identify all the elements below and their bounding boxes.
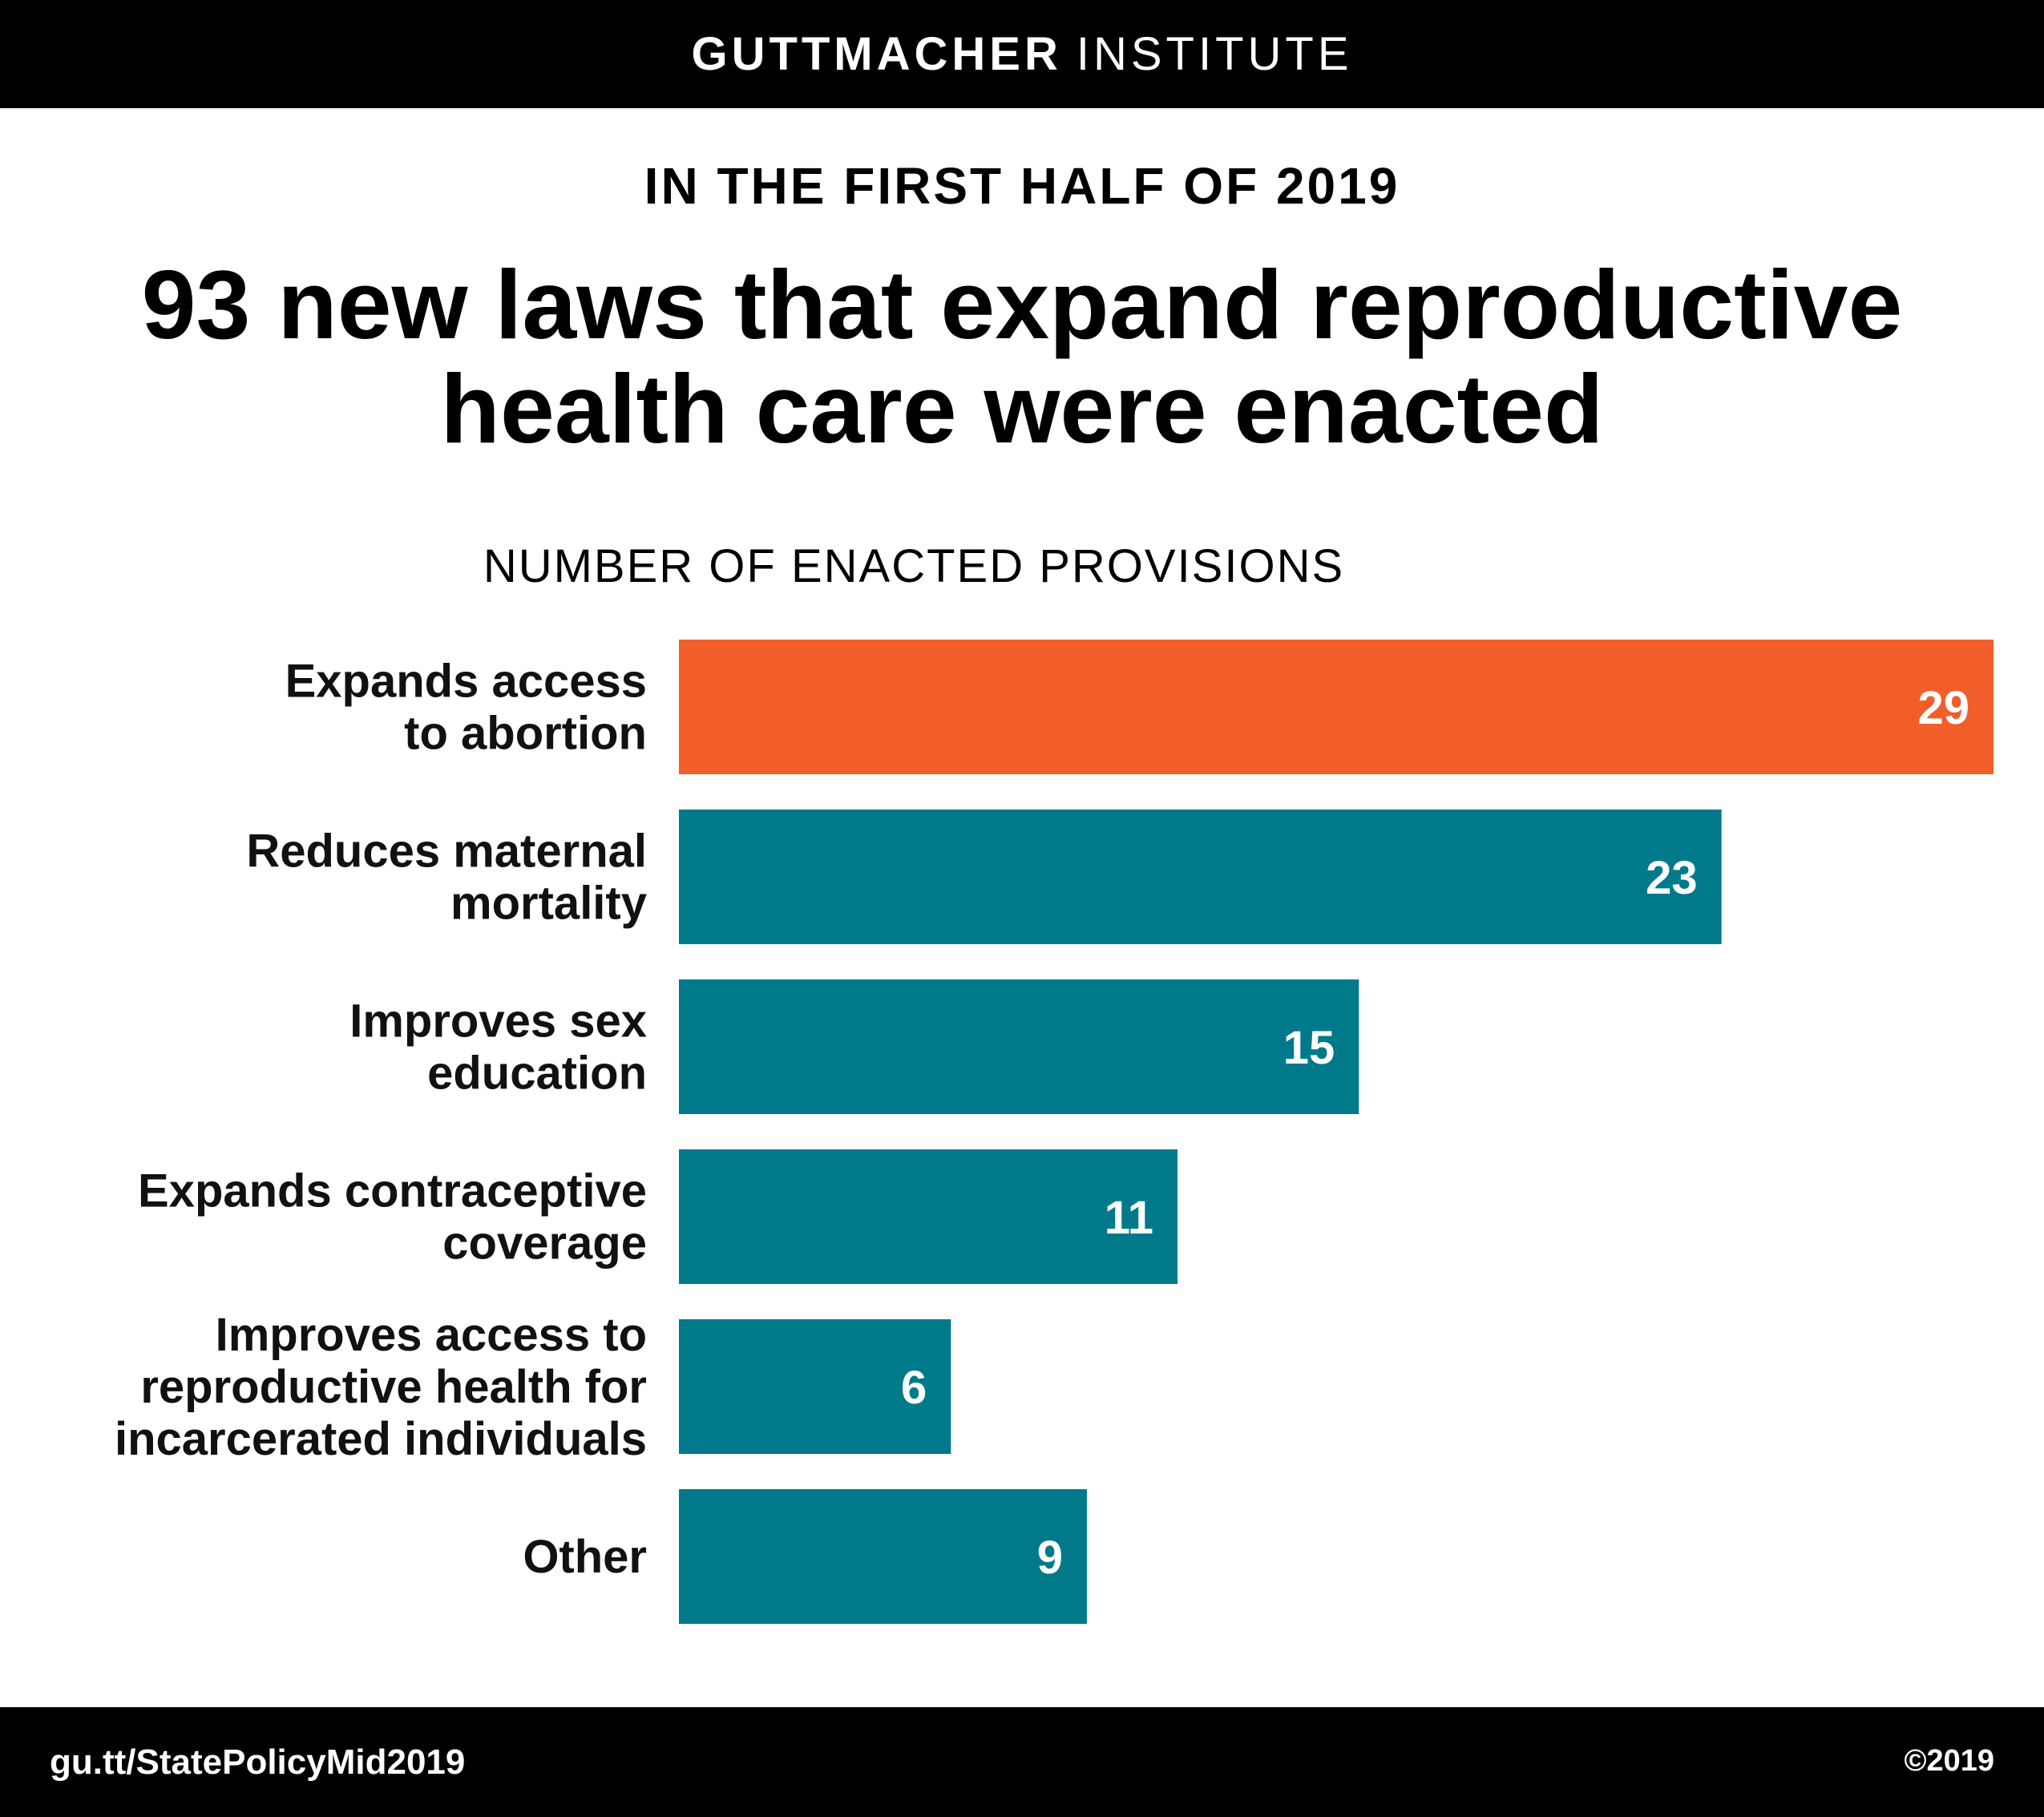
bar-value-label-4: 11 xyxy=(1105,1192,1153,1244)
category-label-3-line-2: education xyxy=(427,1048,647,1100)
headline-line-1: 93 new laws that expand reproductive xyxy=(141,250,1903,359)
category-label-4-line-1: Expands contraceptive xyxy=(138,1165,647,1217)
bar-value-label-6: 9 xyxy=(1037,1532,1063,1584)
category-label-4-line-2: coverage xyxy=(442,1217,647,1270)
bar-6 xyxy=(679,1489,1087,1624)
chart-title: NUMBER OF ENACTED PROVISIONS xyxy=(0,539,1924,593)
brand-header: GUTTMACHER INSTITUTE xyxy=(0,0,2044,108)
bar-2 xyxy=(679,810,1722,944)
headline: 93 new laws that expand reproductive hea… xyxy=(32,252,2012,461)
bar-3 xyxy=(679,979,1359,1114)
bar-value-label-3: 15 xyxy=(1283,1022,1335,1074)
category-label-2-line-2: mortality xyxy=(450,878,647,930)
category-label-2-line-1: Reduces maternal xyxy=(246,826,647,878)
category-label-6-line-1: Other xyxy=(523,1531,647,1583)
category-label-3-line-1: Improves sex xyxy=(349,995,647,1048)
bar-value-label-2: 23 xyxy=(1646,852,1698,904)
bar-5 xyxy=(679,1319,951,1454)
bar-value-label-1: 29 xyxy=(1917,682,1969,734)
chart-title-text: NUMBER OF ENACTED PROVISIONS xyxy=(483,540,1345,592)
bar-value-label-5: 6 xyxy=(901,1362,927,1414)
category-label-1-line-2: to abortion xyxy=(404,708,647,760)
category-label-1-line-1: Expands access xyxy=(285,656,647,708)
brand-name-bold: GUTTMACHER xyxy=(691,28,1062,80)
brand-name-light: INSTITUTE xyxy=(1076,28,1353,80)
headline-line-2: health care were enacted xyxy=(440,354,1604,463)
category-label-5-line-1: Improves access to xyxy=(216,1309,647,1361)
category-label-5-line-2: reproductive health for xyxy=(140,1361,647,1413)
footer-url[interactable]: gu.tt/StatePolicyMid2019 xyxy=(50,1742,466,1782)
footer-copyright: ©2019 xyxy=(1904,1744,1994,1778)
bar-1 xyxy=(679,640,1994,774)
category-label-5-line-3: incarcerated individuals xyxy=(115,1413,647,1465)
kicker-text: IN THE FIRST HALF OF 2019 xyxy=(644,157,1400,215)
footer-bar: gu.tt/StatePolicyMid2019 ©2019 xyxy=(0,1707,2044,1817)
bar-4 xyxy=(679,1149,1178,1284)
